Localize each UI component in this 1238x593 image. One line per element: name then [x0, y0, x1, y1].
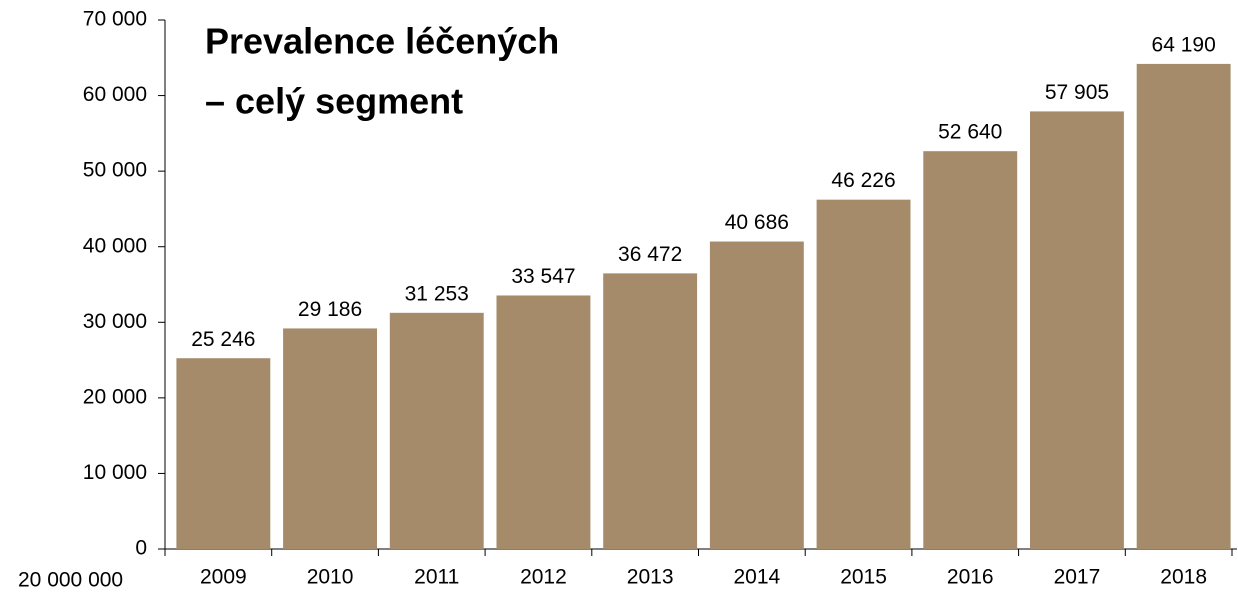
data-label: 57 905 [1045, 81, 1109, 104]
bar [283, 328, 377, 549]
bar [923, 151, 1018, 549]
data-label: 33 547 [511, 265, 575, 288]
data-label: 29 186 [298, 298, 362, 321]
x-tick-label: 2012 [520, 566, 567, 589]
bar [603, 273, 698, 549]
x-tick-label: 2015 [840, 566, 887, 589]
y-tick-label: 60 000 [83, 83, 147, 106]
y-tick-label: 10 000 [83, 461, 147, 484]
data-label: 64 190 [1152, 33, 1216, 56]
x-tick-label: 2011 [414, 566, 459, 589]
y-tick-label: 20 000 [83, 385, 147, 408]
x-tick-label: 2013 [627, 566, 674, 589]
data-label: 52 640 [938, 121, 1002, 144]
data-label: 40 686 [725, 211, 789, 234]
bar [1136, 63, 1231, 549]
chart-title: – celý segment [205, 81, 463, 122]
bar [389, 312, 484, 549]
x-tick-label: 2016 [947, 566, 994, 589]
data-label: 25 246 [191, 328, 255, 351]
chart-title: Prevalence léčených [205, 21, 559, 62]
x-tick-label: 2017 [1054, 566, 1101, 589]
bar [709, 241, 804, 549]
annotation: 20 000 000 [18, 569, 123, 592]
y-tick-label: 0 [135, 537, 147, 560]
bar [496, 295, 591, 549]
y-tick-label: 30 000 [83, 310, 147, 333]
x-tick-label: 2014 [733, 566, 780, 589]
bar [176, 358, 271, 549]
y-tick-label: 70 000 [83, 8, 147, 31]
data-label: 31 253 [405, 282, 469, 305]
x-tick-label: 2009 [200, 566, 247, 589]
data-label: 46 226 [831, 169, 895, 192]
y-tick-label: 40 000 [83, 234, 147, 257]
x-tick-label: 2010 [307, 566, 354, 589]
bar [816, 199, 911, 549]
y-tick-label: 50 000 [83, 159, 147, 182]
data-label: 36 472 [618, 243, 682, 266]
bar [1030, 111, 1124, 550]
x-tick-label: 2018 [1160, 566, 1207, 589]
